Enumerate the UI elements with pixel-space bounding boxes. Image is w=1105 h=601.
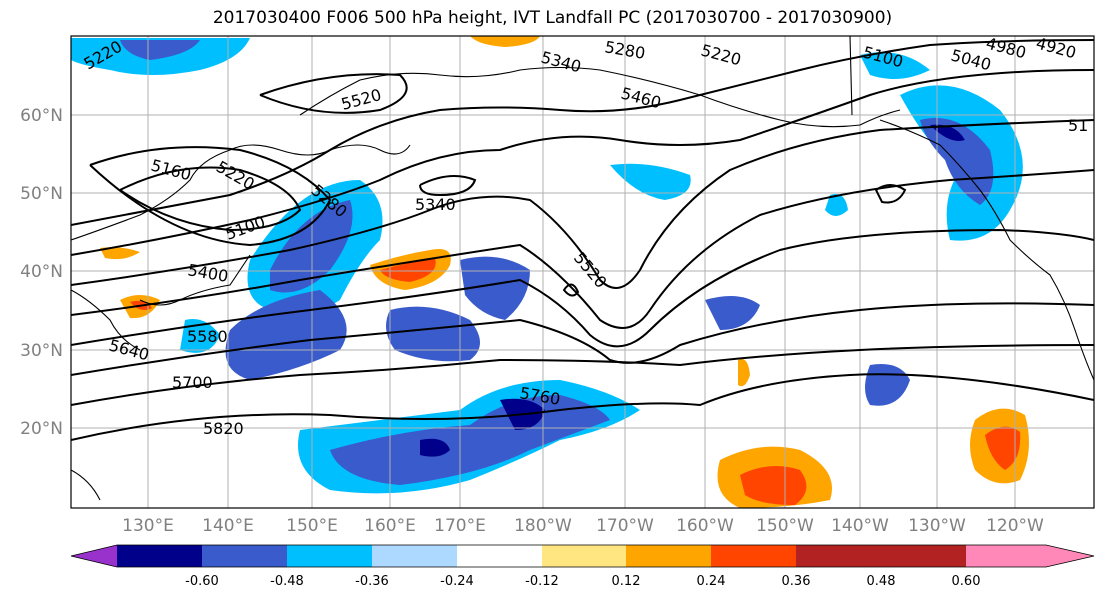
latitude-labels: 60°N 50°N 40°N 30°N 20°N	[20, 106, 63, 439]
lon-label: 180°W	[514, 516, 572, 536]
colorbar-swatch	[881, 545, 966, 567]
contour-label: 5700	[172, 373, 213, 392]
lon-label: 150°W	[756, 516, 814, 536]
map-border	[70, 35, 1095, 509]
colorbar-high-extend	[1046, 545, 1094, 567]
lon-label: 160°E	[364, 516, 416, 536]
contour-label: 51	[1068, 116, 1088, 135]
map-content	[71, 36, 1094, 508]
graticule	[71, 36, 1094, 508]
colorbar-tick-label: 0.12	[612, 574, 641, 589]
lon-label: 120°W	[986, 516, 1044, 536]
colorbar-tick-label: -0.12	[525, 574, 559, 589]
lat-label: 20°N	[20, 419, 63, 439]
lon-label: 140°E	[202, 516, 254, 536]
map-title: 2017030400 F006 500 hPa height, IVT Land…	[212, 8, 893, 28]
contour-label: 5820	[203, 419, 244, 438]
contour-label: 5340	[415, 195, 456, 214]
lat-label: 30°N	[20, 341, 63, 361]
lon-label: 140°W	[831, 516, 889, 536]
lon-label: 130°W	[908, 516, 966, 536]
colorbar-swatch	[372, 545, 457, 567]
colorbar-swatch	[711, 545, 796, 567]
contour-label: 5580	[187, 327, 228, 346]
lon-label: 160°W	[676, 516, 734, 536]
colorbar-tick-label: -0.24	[440, 574, 474, 589]
colorbar-swatch	[626, 545, 711, 567]
lon-label: 150°E	[286, 516, 338, 536]
colorbar: -0.60 -0.48 -0.36 -0.24 -0.12 0.12 0.24 …	[70, 544, 1095, 589]
colorbar-tick-label: -0.48	[270, 574, 304, 589]
colorbar-tick-label: -0.36	[355, 574, 389, 589]
colorbar-swatch	[287, 545, 372, 567]
colorbar-tick-label: 0.60	[952, 574, 981, 589]
colorbar-tick-label: -0.60	[185, 574, 219, 589]
lat-label: 40°N	[20, 262, 63, 282]
height-contours	[71, 39, 1094, 441]
colorbar-swatch	[796, 545, 881, 567]
colorbar-swatch	[117, 545, 202, 567]
colorbar-swatch	[542, 545, 626, 567]
lat-label: 50°N	[20, 184, 63, 204]
colorbar-swatch	[202, 545, 287, 567]
lat-label: 60°N	[20, 106, 63, 126]
colorbar-swatch	[966, 545, 1046, 567]
colorbar-tick-label: 0.48	[867, 574, 896, 589]
longitude-labels: 130°E 140°E 150°E 160°E 170°E 180°W 170°…	[122, 516, 1044, 536]
lon-label: 170°W	[596, 516, 654, 536]
lon-label: 130°E	[122, 516, 174, 536]
lon-label: 170°E	[434, 516, 486, 536]
ivt-shading	[71, 36, 1029, 508]
colorbar-tick-label: 0.24	[697, 574, 726, 589]
colorbar-low-extend	[71, 545, 117, 567]
colorbar-swatch	[457, 545, 542, 567]
colorbar-tick-label: 0.36	[782, 574, 811, 589]
